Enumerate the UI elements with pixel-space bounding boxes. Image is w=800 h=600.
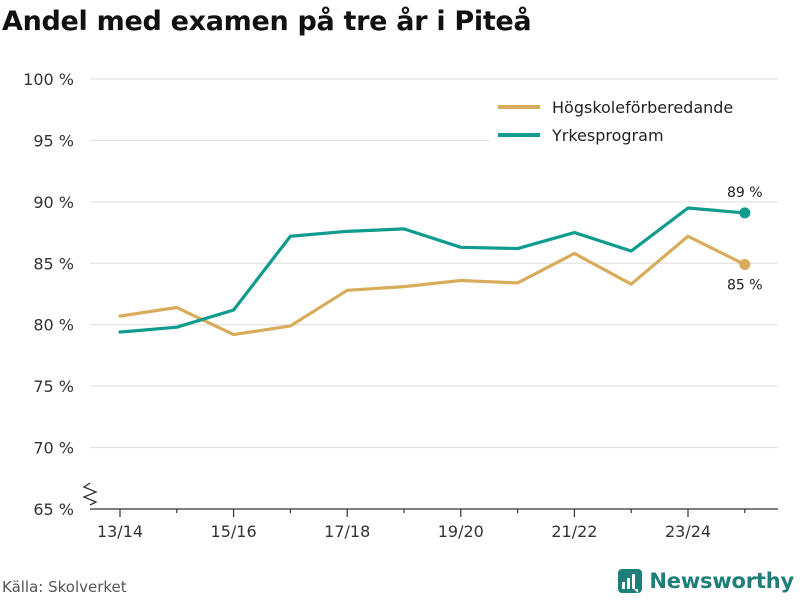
y-tick-label: 75 %: [33, 377, 74, 396]
brand-name: Newsworthy: [649, 569, 794, 593]
axis-break-icon: [82, 482, 98, 506]
y-tick-label: 85 %: [33, 254, 74, 273]
y-axis-ticks: 65 % 70 % 75 % 80 % 85 % 90 % 95 % 100 %: [23, 70, 74, 519]
end-value-label: 89 %: [727, 185, 763, 201]
legend-label: Högskoleförberedande: [552, 98, 733, 117]
end-markers: 85 % 89 %: [727, 185, 763, 294]
legend-label: Yrkesprogram: [551, 126, 664, 145]
x-tick-label: 13/14: [97, 522, 143, 541]
legend-background: [490, 92, 780, 148]
series-line-2: [118, 206, 747, 334]
x-tick-label: 15/16: [211, 522, 257, 541]
end-point: [739, 207, 751, 219]
y-tick-label: 100 %: [23, 70, 74, 89]
y-tick-label: 80 %: [33, 316, 74, 335]
legend: Högskoleförberedande Yrkesprogram: [490, 92, 780, 148]
y-tick-label: 90 %: [33, 193, 74, 212]
newsworthy-logo-icon: [618, 569, 643, 593]
x-tick-label: 23/24: [665, 522, 711, 541]
x-tick-label: 17/18: [324, 522, 370, 541]
y-tick-label: 70 %: [33, 439, 74, 458]
x-tick-label: 19/20: [438, 522, 484, 541]
series-lines: [118, 206, 747, 337]
x-tick-label: 21/22: [551, 522, 597, 541]
source-text: Källa: Skolverket: [2, 578, 127, 596]
y-tick-label: 65 %: [33, 500, 74, 519]
end-point: [739, 259, 751, 271]
x-axis: 13/14 15/16 17/18 19/20 21/22 23/24: [82, 482, 778, 541]
y-tick-label: 95 %: [33, 131, 74, 150]
chart-title: Andel med examen på tre år i Piteå: [2, 6, 532, 37]
series-line-1: [118, 234, 747, 337]
line-chart: 65 %70 %75 %80 %85 %90 %95 %100 % 13/14 1…: [23, 70, 780, 541]
brand-logo: Newsworthy: [617, 568, 794, 594]
end-value-label: 85 %: [727, 278, 763, 294]
